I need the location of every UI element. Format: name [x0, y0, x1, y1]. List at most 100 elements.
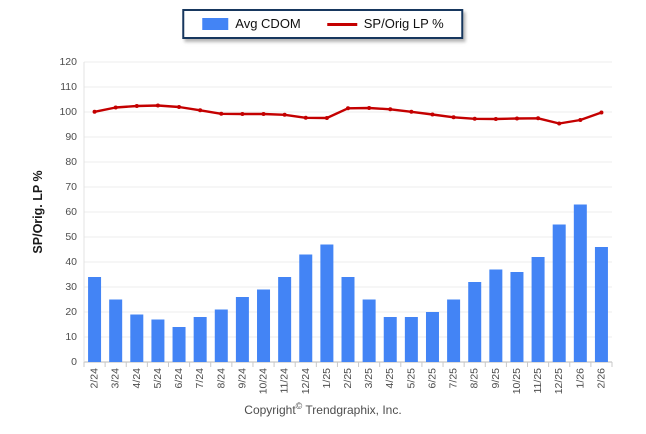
copyright-text: Copyright© Trendgraphix, Inc. — [0, 401, 646, 417]
y-tick-label: 100 — [59, 106, 77, 118]
x-tick-label: 11/25 — [532, 368, 544, 394]
x-tick-label: 11/24 — [279, 368, 291, 394]
x-tick-label: 9/24 — [236, 368, 248, 389]
legend-label-sp-orig-lp: SP/Orig LP % — [363, 16, 444, 31]
y-tick-label: 70 — [65, 181, 77, 193]
y-tick-label: 10 — [65, 331, 77, 343]
bar — [362, 299, 376, 362]
y-tick-label: 30 — [65, 281, 77, 293]
line-marker — [599, 110, 604, 115]
bar — [573, 204, 587, 362]
bar — [109, 299, 123, 362]
x-tick-label: 2/25 — [342, 368, 354, 389]
legend-label-avg-cdom: Avg CDOM — [235, 16, 301, 31]
x-tick-label: 8/24 — [215, 368, 227, 389]
bar — [447, 299, 461, 362]
y-axis-title: SP/Orig. LP % — [31, 170, 45, 254]
x-tick-label: 10/25 — [511, 368, 523, 394]
line-marker — [113, 105, 118, 110]
line-marker — [514, 116, 519, 121]
bar — [214, 309, 228, 362]
y-tick-label: 0 — [71, 356, 77, 368]
line-marker — [134, 104, 139, 108]
line-marker — [472, 116, 477, 121]
x-tick-label: 10/24 — [258, 368, 270, 394]
x-tick-label: 1/26 — [574, 368, 586, 389]
line-marker — [493, 117, 498, 121]
x-tick-label: 2/24 — [89, 368, 101, 389]
x-tick-label: 9/25 — [490, 368, 502, 389]
bar — [278, 277, 292, 362]
line-marker — [155, 103, 160, 108]
bar — [193, 317, 207, 362]
bar — [151, 319, 165, 362]
copyright-post: Trendgraphix, Inc. — [305, 403, 402, 417]
line-marker — [303, 115, 308, 120]
y-tick-label: 90 — [65, 131, 77, 143]
bar — [88, 277, 102, 362]
y-tick-label: 110 — [60, 81, 77, 93]
line-marker — [388, 107, 393, 112]
y-tick-label: 50 — [65, 231, 77, 243]
x-tick-label: 12/25 — [553, 368, 565, 394]
x-tick-label: 3/25 — [363, 368, 375, 389]
copyright-symbol-icon: © — [295, 401, 303, 411]
line-marker — [177, 105, 182, 109]
legend-item-avg-cdom: Avg CDOM — [202, 17, 301, 31]
bar-swatch-icon — [202, 18, 229, 30]
x-tick-label: 1/25 — [321, 368, 333, 389]
bar — [594, 247, 608, 362]
x-tick-label: 2/26 — [595, 368, 607, 389]
bar — [257, 289, 271, 362]
bar — [130, 314, 144, 362]
y-tick-label: 40 — [65, 256, 77, 268]
x-tick-label: 6/24 — [173, 368, 185, 389]
line-marker — [219, 111, 224, 116]
bar — [552, 224, 566, 362]
x-tick-label: 7/24 — [194, 368, 206, 389]
x-tick-label: 12/24 — [300, 368, 312, 394]
bar — [510, 272, 524, 362]
x-tick-label: 6/25 — [426, 368, 438, 389]
bar — [531, 257, 545, 362]
bar — [404, 317, 418, 362]
line-marker — [346, 106, 350, 111]
copyright-pre: Copyright — [244, 403, 296, 417]
chart-legend: Avg CDOM SP/Orig LP % — [182, 9, 464, 39]
y-tick-label: 60 — [65, 206, 77, 218]
x-tick-label: 7/25 — [448, 368, 460, 389]
line-marker — [536, 116, 541, 121]
x-tick-label: 4/25 — [384, 368, 396, 389]
bar — [425, 312, 439, 362]
line-marker — [198, 108, 203, 113]
line-marker — [324, 116, 329, 120]
bar — [383, 317, 397, 362]
legend-item-sp-orig-lp: SP/Orig LP % — [326, 16, 444, 31]
x-tick-label: 4/24 — [131, 368, 143, 389]
line-swatch-icon — [326, 22, 357, 26]
x-tick-label: 8/25 — [469, 368, 481, 389]
chart-canvas: 0 10 20 30 40 50 60 70 80 90 100 110 120 2/24 3/24 4/24… — [59, 56, 613, 394]
x-tick-label: 3/24 — [110, 368, 122, 389]
line-marker — [92, 109, 97, 114]
line-marker — [261, 112, 266, 116]
bar — [235, 297, 249, 362]
y-tick-label: 20 — [65, 306, 77, 318]
bar — [341, 277, 355, 362]
bar — [299, 254, 313, 362]
line-marker — [282, 112, 287, 117]
y-tick-label: 80 — [65, 156, 77, 168]
line-marker — [578, 118, 583, 122]
line-marker — [557, 121, 562, 126]
line-marker — [240, 112, 245, 116]
bar — [172, 327, 186, 362]
x-tick-label: 5/25 — [405, 368, 417, 389]
y-tick-label: 120 — [59, 56, 77, 68]
line-marker — [409, 109, 414, 114]
bar — [320, 244, 334, 362]
line-marker — [430, 112, 435, 117]
bar — [489, 269, 503, 362]
line-marker — [367, 106, 372, 110]
x-tick-label: 5/24 — [152, 368, 164, 389]
